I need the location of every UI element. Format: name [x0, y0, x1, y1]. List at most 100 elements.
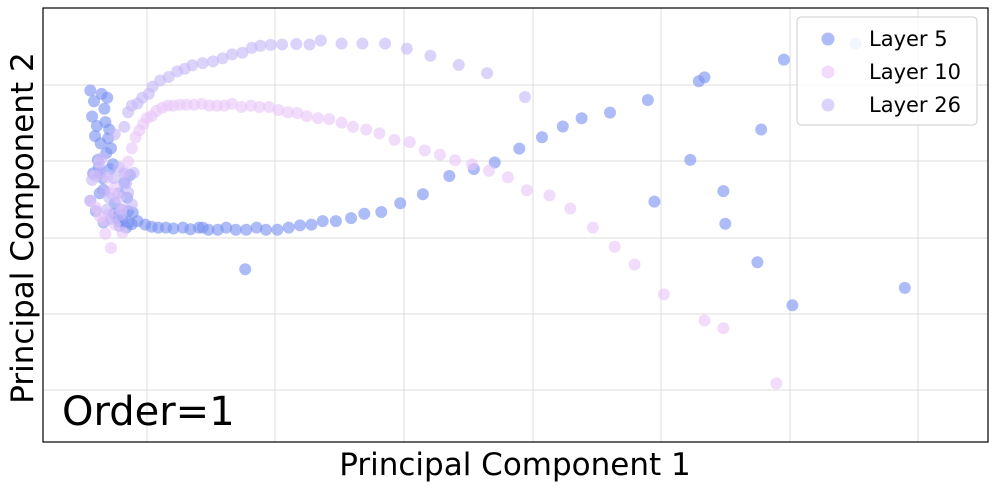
data-point: [466, 158, 478, 171]
data-point: [536, 131, 548, 144]
data-point: [556, 120, 569, 133]
data-point: [88, 95, 100, 108]
data-point: [127, 166, 140, 179]
x-axis-label: Principal Component 1: [339, 447, 691, 483]
data-point: [262, 101, 275, 113]
data-point: [105, 212, 117, 225]
data-point: [236, 46, 249, 59]
data-point: [312, 112, 324, 125]
data-point: [513, 142, 526, 155]
legend-marker: [821, 98, 835, 112]
data-point: [316, 215, 329, 228]
data-point: [717, 185, 730, 198]
data-point: [323, 113, 336, 126]
data-point: [186, 59, 199, 72]
legend: Layer 5 Layer 10 Layer 26: [796, 16, 978, 126]
data-point: [394, 197, 407, 210]
data-point: [698, 314, 711, 327]
data-point: [239, 263, 252, 276]
data-point: [107, 172, 120, 185]
data-point: [122, 155, 135, 168]
plot-frame: [42, 7, 989, 443]
legend-label: Layer 10: [869, 60, 961, 84]
data-point: [755, 123, 768, 136]
data-point: [416, 188, 429, 201]
data-point: [125, 198, 138, 211]
data-point: [648, 195, 661, 208]
data-point: [400, 42, 413, 55]
data-point: [698, 71, 711, 84]
data-point: [657, 288, 670, 301]
data-point: [786, 299, 799, 312]
data-point: [276, 38, 289, 51]
data-point: [418, 144, 431, 157]
data-point: [105, 242, 117, 254]
data-point: [116, 226, 129, 239]
data-point: [481, 67, 494, 80]
data-point: [360, 123, 373, 136]
data-point: [114, 208, 127, 221]
data-point: [281, 106, 294, 119]
data-point: [162, 71, 175, 83]
y-axis-label: Principal Component 2: [5, 52, 41, 404]
data-point: [254, 39, 267, 52]
data-point: [84, 84, 97, 97]
data-point: [226, 97, 238, 110]
data-point: [101, 203, 114, 216]
data-point: [103, 191, 116, 204]
data-point: [196, 221, 209, 234]
data-point: [433, 148, 446, 161]
legend-label: Layer 26: [869, 93, 961, 117]
data-point: [751, 256, 764, 269]
data-point: [253, 101, 266, 113]
data-point: [240, 223, 253, 236]
data-point: [216, 52, 229, 65]
legend-label: Layer 5: [869, 27, 948, 51]
data-point: [443, 170, 456, 182]
data-points: [84, 34, 911, 390]
data-point: [93, 166, 106, 179]
data-point: [112, 191, 125, 204]
data-point: [86, 110, 99, 123]
data-point: [543, 189, 556, 202]
data-point: [101, 91, 114, 104]
data-point: [207, 55, 220, 68]
data-point: [628, 258, 641, 271]
data-point: [305, 218, 318, 231]
data-point: [264, 38, 277, 51]
data-point: [272, 104, 285, 116]
data-point: [329, 215, 342, 228]
data-point: [196, 57, 209, 70]
data-point: [260, 223, 272, 236]
chart-annotation: Order=1: [62, 389, 235, 435]
data-point: [108, 128, 121, 141]
data-point: [641, 94, 654, 106]
data-point: [403, 136, 416, 149]
data-point: [898, 281, 911, 294]
data-point: [587, 221, 599, 234]
data-point: [120, 177, 133, 190]
data-point: [294, 219, 306, 232]
data-point: [125, 142, 138, 155]
grid-lines: [43, 8, 988, 442]
data-point: [226, 48, 238, 61]
series-layer-26: [86, 34, 531, 225]
data-point: [314, 34, 327, 47]
data-point: [122, 186, 135, 199]
data-point: [452, 58, 465, 71]
data-point: [379, 37, 392, 50]
data-point: [167, 222, 180, 235]
data-point: [118, 167, 131, 180]
data-point: [483, 164, 495, 177]
data-point: [86, 173, 99, 186]
data-point: [95, 152, 108, 165]
data-point: [99, 116, 112, 129]
data-point: [118, 120, 131, 133]
data-point: [564, 202, 577, 215]
data-point: [250, 221, 263, 234]
data-point: [303, 38, 316, 51]
data-point: [449, 154, 461, 167]
data-point: [575, 112, 588, 125]
data-point: [105, 142, 117, 155]
data-point: [345, 212, 358, 225]
